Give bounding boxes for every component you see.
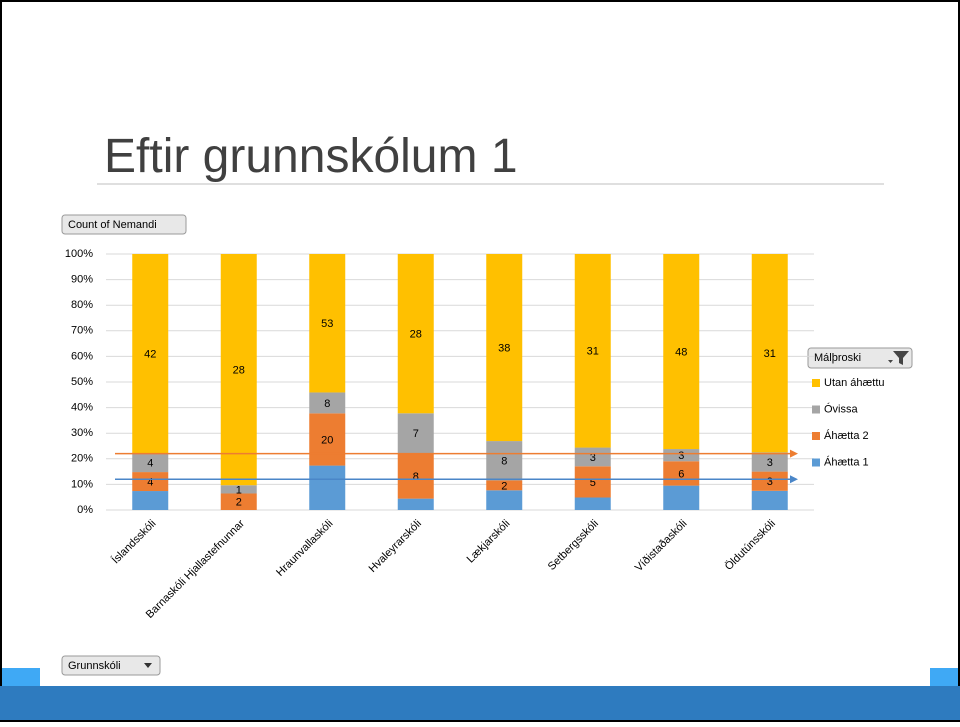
bar-segment bbox=[486, 254, 523, 442]
data-label: 3 bbox=[590, 452, 596, 464]
footer-accent bbox=[2, 668, 40, 686]
bar-segment bbox=[486, 480, 523, 491]
y-tick-label: 90% bbox=[71, 274, 93, 286]
bar-segment bbox=[309, 465, 346, 510]
bar-segment bbox=[132, 453, 169, 473]
data-label: 2 bbox=[236, 497, 242, 509]
legend-label: Óvissa bbox=[824, 402, 859, 415]
bar-segment bbox=[663, 485, 700, 510]
bar-segment bbox=[220, 493, 257, 510]
bar-segment bbox=[751, 471, 788, 491]
data-label: 6 bbox=[678, 468, 684, 480]
y-tick-label: 20% bbox=[71, 453, 93, 465]
legend-swatch bbox=[812, 458, 820, 467]
bar-segment bbox=[663, 461, 700, 486]
field-button-label[interactable]: Count of Nemandi bbox=[68, 219, 157, 231]
bar-segment bbox=[132, 491, 169, 510]
field-button-label[interactable]: Grunnskóli bbox=[68, 660, 121, 672]
data-label: 28 bbox=[233, 365, 245, 377]
data-label: 7 bbox=[413, 428, 419, 440]
bar-segment bbox=[751, 490, 788, 510]
bar-segment bbox=[574, 497, 611, 510]
y-tick-label: 10% bbox=[71, 478, 93, 490]
bar-segment bbox=[663, 254, 700, 450]
legend-title[interactable]: Málþroski bbox=[814, 352, 861, 364]
bar-segment bbox=[220, 254, 257, 486]
data-label: 53 bbox=[321, 318, 333, 330]
y-tick-label: 0% bbox=[77, 504, 93, 516]
data-label: 4 bbox=[147, 457, 153, 469]
data-label: 1 bbox=[236, 484, 242, 496]
bar-segment bbox=[397, 254, 434, 414]
data-label: 8 bbox=[324, 398, 330, 410]
field-button[interactable] bbox=[61, 655, 161, 676]
bar-segment bbox=[574, 466, 611, 498]
legend-swatch bbox=[812, 379, 820, 387]
data-label: 3 bbox=[678, 450, 684, 462]
bar-segment bbox=[397, 453, 434, 499]
legend-swatch bbox=[812, 432, 820, 440]
y-tick-label: 40% bbox=[71, 402, 93, 414]
bar-segment bbox=[309, 392, 346, 414]
field-button[interactable] bbox=[61, 214, 187, 235]
slide-title: Eftir grunnskólum 1 bbox=[104, 130, 518, 183]
bar-segment bbox=[132, 254, 169, 454]
y-tick-label: 30% bbox=[71, 427, 93, 439]
data-label: 31 bbox=[764, 348, 776, 360]
data-label: 8 bbox=[501, 456, 507, 468]
bar-segment bbox=[397, 498, 434, 510]
y-tick-label: 50% bbox=[71, 376, 93, 388]
data-label: 31 bbox=[587, 346, 599, 358]
legend-button[interactable] bbox=[807, 347, 913, 369]
data-label: 5 bbox=[590, 477, 596, 489]
legend-label: Utan áhættu bbox=[824, 377, 885, 389]
reference-arrow bbox=[790, 449, 798, 458]
y-tick-label: 70% bbox=[71, 325, 93, 337]
footer-accent bbox=[930, 668, 958, 686]
reference-arrow bbox=[790, 475, 798, 484]
filter-icon[interactable] bbox=[888, 351, 909, 365]
bar-segment bbox=[751, 254, 788, 453]
data-label: 42 bbox=[144, 348, 156, 360]
dropdown-icon[interactable] bbox=[144, 663, 152, 668]
data-label: 48 bbox=[675, 346, 687, 358]
legend-label: Áhætta 1 bbox=[824, 455, 869, 468]
data-label: 3 bbox=[767, 457, 773, 469]
bar-segment bbox=[574, 447, 611, 467]
bar-segment bbox=[486, 490, 523, 510]
footer-band bbox=[0, 686, 960, 720]
data-label: 3 bbox=[767, 476, 773, 488]
y-tick-label: 100% bbox=[65, 248, 93, 260]
bar-segment bbox=[663, 449, 700, 462]
legend-label: Áhætta 2 bbox=[824, 429, 869, 442]
bar-segment bbox=[309, 254, 346, 393]
bar-segment bbox=[751, 452, 788, 472]
bar-segment bbox=[309, 413, 346, 466]
bar-segment bbox=[220, 485, 257, 494]
y-tick-label: 60% bbox=[71, 350, 93, 362]
data-label: 4 bbox=[147, 476, 153, 488]
data-label: 20 bbox=[321, 434, 333, 446]
data-label: 2 bbox=[501, 480, 507, 492]
bar-segment bbox=[486, 441, 523, 481]
legend-swatch bbox=[812, 405, 820, 414]
data-label: 8 bbox=[413, 471, 419, 483]
data-label: 28 bbox=[410, 329, 422, 341]
bar-segment bbox=[397, 413, 434, 454]
bar-segment bbox=[574, 254, 611, 448]
data-label: 38 bbox=[498, 342, 510, 354]
y-tick-label: 80% bbox=[71, 299, 93, 311]
bar-segment bbox=[132, 472, 169, 492]
